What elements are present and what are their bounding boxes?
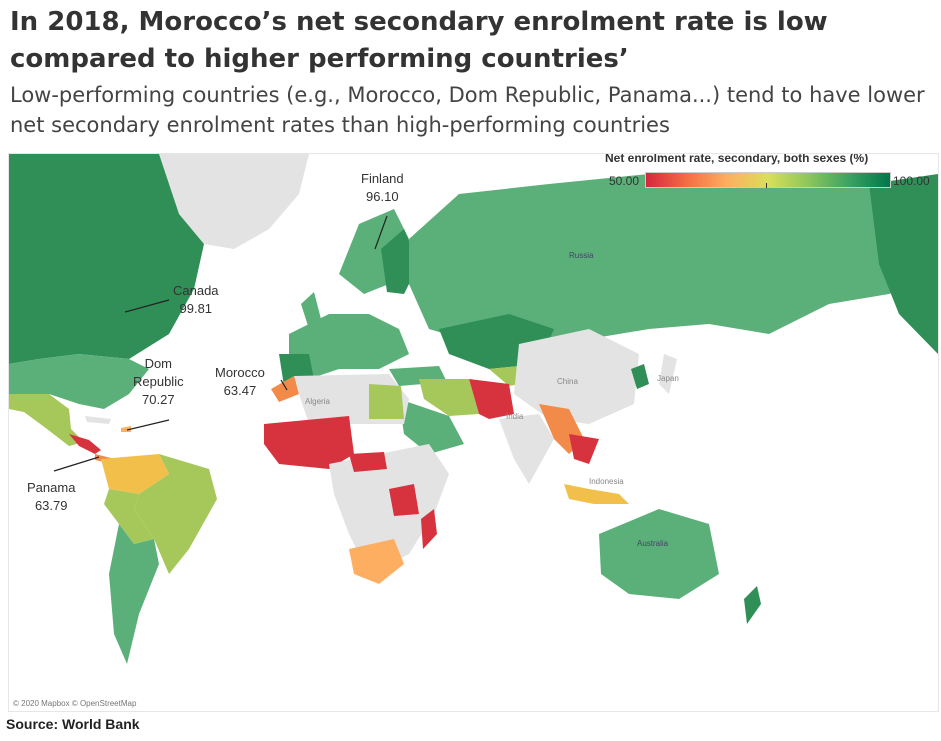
brazil-region (134, 454, 217, 574)
callout-dom-republic-value: 70.27 (142, 392, 175, 407)
legend-tick-mark (766, 183, 767, 188)
east-africa-region (389, 484, 419, 516)
indochina-region (569, 434, 599, 464)
map-label-indonesia: Indonesia (589, 477, 624, 486)
car-region (349, 452, 387, 472)
callout-finland-country: Finland (361, 171, 404, 186)
map-label-india: India (506, 412, 524, 421)
usa-region (9, 354, 149, 409)
callout-dom-republic-line1: Dom (144, 356, 173, 371)
legend-min-label: 50.00 (609, 174, 640, 188)
new-zealand-region (744, 586, 761, 624)
morocco-leader-line (280, 379, 288, 391)
greenland-region (159, 154, 309, 249)
russia-region (409, 174, 938, 344)
iran-region (419, 379, 479, 416)
map-label-algeria: Algeria (305, 397, 330, 406)
callout-morocco: Morocco 63.47 (215, 364, 265, 400)
panama-leader-line (53, 456, 100, 472)
central-africa-region (329, 444, 449, 574)
madagascar-region (421, 509, 437, 549)
world-map-svg: China Japan India Indonesia Algeria Aust… (9, 154, 938, 664)
india-region (499, 414, 554, 484)
callout-morocco-value: 63.47 (223, 383, 257, 398)
legend-title: Net enrolment rate, secondary, both sexe… (605, 153, 869, 165)
finland-leader-line (374, 215, 388, 250)
callout-canada: Canada 99.81 (173, 282, 219, 318)
canada-leader-line (124, 299, 170, 313)
callout-panama-value: 63.79 (34, 498, 68, 513)
saudi-arabia-region (399, 399, 464, 454)
morocco-region (271, 376, 299, 402)
china-region (514, 329, 639, 424)
canada-region (9, 154, 204, 364)
mexico-region (9, 394, 84, 446)
korea-japan-region (631, 364, 649, 389)
map-attribution[interactable]: © 2020 Mapbox © OpenStreetMap (13, 699, 137, 708)
colombia-venezuela-region (101, 454, 169, 494)
dominican-republic-region (121, 426, 131, 432)
callout-dom-republic: Dom Republic 70.27 (133, 355, 184, 409)
west-africa-region (264, 416, 354, 469)
legend-color-scale[interactable] (645, 172, 891, 188)
callout-panama: Panama 63.79 (27, 479, 75, 515)
callout-morocco-country: Morocco (215, 365, 265, 380)
legend-max-label: 100.00 (893, 174, 930, 188)
egypt-region (369, 384, 404, 419)
callout-dom-republic-line2: Republic (133, 374, 184, 389)
australia-region (599, 509, 719, 599)
chart-title: In 2018, Morocco’s net secondary enrolme… (10, 7, 828, 74)
map-label-china: China (557, 377, 578, 386)
afghanistan-pakistan-region (469, 379, 514, 419)
callout-finland: Finland 96.10 (361, 170, 404, 206)
chart-subtitle: Low-performing countries (e.g., Morocco,… (10, 83, 925, 137)
map-label-australia: Australia (637, 539, 669, 548)
dom-republic-leader-line (126, 419, 170, 431)
callout-finland-value: 96.10 (366, 189, 399, 204)
japan-region (659, 354, 677, 394)
argentina-chile-region (109, 524, 159, 664)
callout-canada-country: Canada (173, 283, 219, 298)
south-africa-region (349, 539, 404, 584)
map-label-japan: Japan (657, 374, 679, 383)
callout-panama-country: Panama (27, 480, 76, 495)
uk-region (301, 292, 321, 329)
peru-bolivia-region (104, 489, 154, 544)
callout-canada-value: 99.81 (179, 301, 213, 316)
choropleth-map[interactable]: China Japan India Indonesia Algeria Aust… (8, 153, 939, 712)
east-russia-region (869, 174, 938, 354)
map-label-russia: Russia (569, 251, 594, 260)
western-europe-region (289, 314, 409, 379)
cuba-region (85, 416, 111, 424)
source-note: Source: World Bank (6, 716, 140, 732)
indonesia-region (564, 484, 629, 504)
central-america-region (69, 434, 101, 454)
